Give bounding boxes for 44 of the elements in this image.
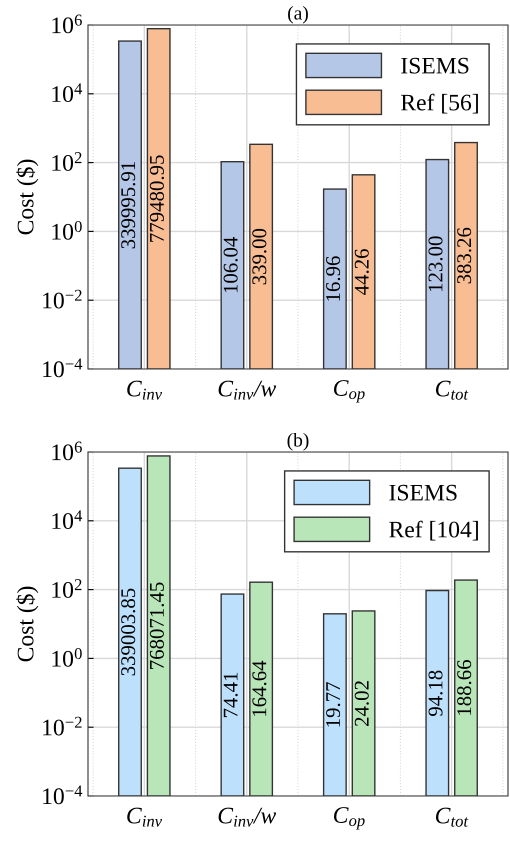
data-label: 19.77	[326, 682, 340, 727]
y-tick-label: 10$^{4}$	[52, 83, 82, 102]
y-tick-label: 10$^{0}$	[52, 648, 82, 667]
x-tick-label: C$_{inv}$/w	[218, 380, 276, 400]
data-label: 164.64	[252, 660, 266, 716]
y-tick-label: 10$^{−2}$	[43, 290, 82, 309]
y-tick-label: 10$^{−2}$	[43, 716, 82, 736]
y-tick-label: 10$^{6}$	[52, 442, 82, 460]
y-tick-label: 10$^{4}$	[52, 510, 82, 530]
chart-title: (b)	[288, 432, 308, 451]
x-tick-label: C$_{tot}$	[436, 380, 468, 400]
x-tick-label: C$_{tot}$	[436, 808, 468, 827]
y-tick-label: 10$^{2}$	[52, 579, 82, 598]
data-label: 74.41	[224, 672, 238, 718]
x-tick-label: C$_{inv}$	[127, 808, 162, 827]
data-label: 44.26	[354, 249, 369, 295]
data-label: 768071.45	[150, 582, 164, 669]
data-label: 106.04	[224, 237, 238, 292]
data-label: 16.96	[326, 256, 340, 301]
legend-label: ISEMS	[389, 484, 457, 501]
data-label: 24.02	[354, 681, 369, 726]
data-label: 188.66	[457, 660, 472, 715]
y-tick-label: 10$^{2}$	[52, 152, 82, 171]
x-tick-label: C$_{op}$	[334, 807, 365, 830]
x-tick-label: C$_{op}$	[334, 380, 365, 403]
x-tick-label: C$_{inv}$/w	[218, 808, 276, 827]
data-label: 339003.85	[121, 588, 136, 676]
data-label: 339.00	[252, 228, 266, 284]
y-axis-title: Cost ($)	[16, 586, 38, 662]
data-label: 383.26	[457, 228, 472, 284]
data-label: 123.00	[428, 236, 443, 292]
legend-label: Ref [104]	[389, 520, 478, 540]
y-tick-label: 10$^{−4}$	[43, 358, 82, 378]
y-tick-label: 10$^{0}$	[52, 220, 82, 240]
legend-label: ISEMS	[401, 58, 468, 74]
data-label: 779480.95	[150, 155, 164, 242]
y-axis-title: Cost ($)	[16, 160, 38, 234]
chart-title: (a)	[288, 6, 308, 24]
data-label: 94.18	[428, 670, 443, 716]
legend-label: Ref [56]	[401, 94, 478, 114]
data-label: 339995.91	[121, 162, 136, 248]
y-tick-label: 10$^{6}$	[52, 14, 82, 34]
y-tick-label: 10$^{−4}$	[43, 786, 82, 804]
x-tick-label: C$_{inv}$	[127, 380, 162, 400]
